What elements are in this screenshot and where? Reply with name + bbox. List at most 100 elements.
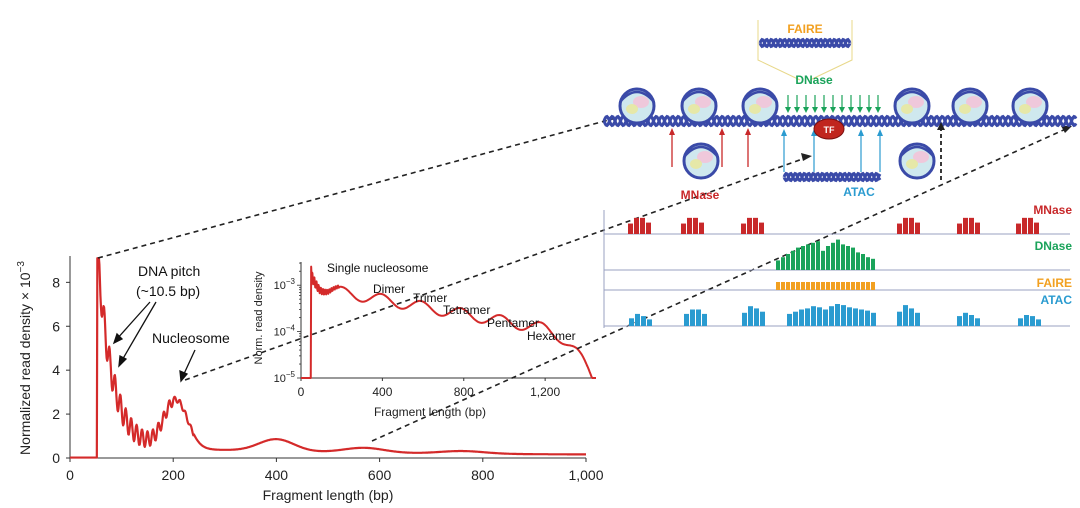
inset-x-tick-label: 400 bbox=[372, 385, 392, 399]
track-bar-atac bbox=[1024, 315, 1029, 326]
track-bar-faire bbox=[801, 282, 805, 290]
track-bar-mnase bbox=[1034, 222, 1039, 234]
track-bar-mnase bbox=[975, 222, 980, 234]
track-bar-atac bbox=[1036, 319, 1041, 326]
track-bar-mnase bbox=[969, 217, 974, 234]
track-bar-atac bbox=[629, 318, 634, 326]
track-bar-mnase bbox=[1028, 217, 1033, 234]
track-bar-mnase bbox=[915, 222, 920, 234]
atac-schematic-label: ATAC bbox=[843, 185, 875, 199]
track-bar-dnase bbox=[861, 254, 865, 270]
track-bar-faire bbox=[861, 282, 865, 290]
peak-label-pentamer: Pentamer bbox=[487, 316, 539, 330]
inset-x-tick-label: 800 bbox=[454, 385, 474, 399]
histone-yellow bbox=[906, 159, 918, 169]
histone-yellow bbox=[749, 104, 761, 114]
histone-pink bbox=[756, 96, 772, 108]
dna-pitch-sublabel: (~10.5 bp) bbox=[136, 283, 200, 299]
arrowhead-center bbox=[801, 153, 812, 161]
atac-dna-fragment bbox=[782, 171, 882, 183]
track-bar-dnase bbox=[776, 260, 780, 270]
track-bar-atac bbox=[787, 313, 792, 326]
track-bar-faire bbox=[821, 282, 825, 290]
nucleosome-dna-wrap bbox=[952, 90, 988, 103]
nucleosomes bbox=[618, 87, 1049, 180]
track-bar-faire bbox=[811, 282, 815, 290]
track-bar-atac bbox=[835, 304, 840, 326]
main-x-tick-label: 0 bbox=[66, 467, 74, 483]
track-bar-faire bbox=[791, 282, 795, 290]
nucleosome-dna-wrap bbox=[899, 145, 935, 158]
nucleosome bbox=[680, 87, 718, 125]
nucleosome-dna-wrap bbox=[681, 90, 717, 103]
nucleosome-arrowhead bbox=[179, 369, 189, 383]
track-bar-atac bbox=[859, 309, 864, 326]
inset-ticks: 0 400 800 1,200 10−3 10−4 10−5 bbox=[274, 262, 560, 399]
zoom-connectors bbox=[97, 117, 1069, 442]
track-bar-atac bbox=[957, 316, 962, 326]
nucleosome-dna-wrap bbox=[894, 90, 930, 103]
track-bar-dnase bbox=[811, 242, 815, 270]
mnase-cut-arrowhead bbox=[669, 128, 675, 135]
track-bar-faire bbox=[796, 282, 800, 290]
connector-bottom bbox=[371, 127, 1069, 442]
nucleosome-dna-wrap bbox=[742, 90, 778, 103]
track-bar-atac bbox=[641, 316, 646, 326]
track-bar-mnase bbox=[747, 217, 752, 234]
track-bar-atac bbox=[963, 312, 968, 326]
dnase-cut-arrowhead bbox=[857, 107, 863, 113]
track-bar-atac bbox=[847, 307, 852, 326]
mnase-cut-arrowhead bbox=[745, 128, 751, 135]
atac-dashed-arrowhead bbox=[937, 122, 945, 130]
track-bar-mnase bbox=[753, 217, 758, 234]
atac-cut-arrowhead bbox=[877, 129, 883, 136]
nucleosome-arrow bbox=[182, 349, 196, 377]
track-bar-faire bbox=[866, 282, 870, 290]
main-x-tick-label: 1,000 bbox=[568, 467, 603, 483]
peak-label-single: Single nucleosome bbox=[327, 261, 429, 275]
track-bar-atac bbox=[811, 306, 816, 326]
nucleosome-dna-wrap bbox=[619, 90, 655, 103]
connector-nucleosome bbox=[184, 156, 809, 381]
track-bar-mnase bbox=[741, 223, 746, 234]
main-x-tick-label: 200 bbox=[162, 467, 186, 483]
track-bar-faire bbox=[871, 282, 875, 290]
nucleosome bbox=[741, 87, 779, 125]
track-bar-mnase bbox=[681, 223, 686, 234]
track-bar-atac bbox=[760, 311, 765, 326]
track-bar-mnase bbox=[687, 217, 692, 234]
dna-pitch-arrowhead-2 bbox=[118, 354, 128, 368]
track-bar-atac bbox=[865, 310, 870, 326]
histone-yellow bbox=[688, 104, 700, 114]
inset-xlabel: Fragment length (bp) bbox=[374, 405, 486, 419]
inset-y-tick-label: 10−5 bbox=[274, 370, 296, 385]
histone-yellow bbox=[959, 104, 971, 114]
inset-density-curve bbox=[301, 265, 597, 379]
track-bar-atac bbox=[684, 313, 689, 326]
track-bar-mnase bbox=[957, 223, 962, 234]
track-bar-mnase bbox=[699, 222, 704, 234]
track-bar-mnase bbox=[903, 217, 908, 234]
histone-pink bbox=[633, 96, 649, 108]
histone-pink bbox=[913, 151, 929, 163]
track-bar-atac bbox=[829, 306, 834, 326]
track-bar-faire bbox=[781, 282, 785, 290]
track-bar-faire bbox=[786, 282, 790, 290]
track-bar-faire bbox=[851, 282, 855, 290]
track-label-faire: FAIRE bbox=[1037, 276, 1072, 290]
main-ylabel: Normalized read density × 10−3 bbox=[16, 261, 33, 455]
track-bar-atac bbox=[871, 312, 876, 326]
connector-arrowheads bbox=[801, 126, 1072, 161]
faire-guide-right bbox=[809, 20, 853, 81]
faire-dna-fragment bbox=[758, 37, 852, 49]
track-bar-dnase bbox=[836, 239, 840, 270]
track-bar-atac bbox=[823, 309, 828, 326]
dna-pitch-label: DNA pitch bbox=[138, 263, 200, 279]
faire-label: FAIRE bbox=[787, 22, 822, 36]
main-y-tick-label: 6 bbox=[52, 318, 60, 334]
track-bar-faire bbox=[776, 282, 780, 290]
track-bar-atac bbox=[915, 312, 920, 326]
arrowhead-right bbox=[1061, 126, 1072, 133]
track-bar-atac bbox=[969, 315, 974, 326]
dnase-cut-arrowhead bbox=[821, 107, 827, 113]
